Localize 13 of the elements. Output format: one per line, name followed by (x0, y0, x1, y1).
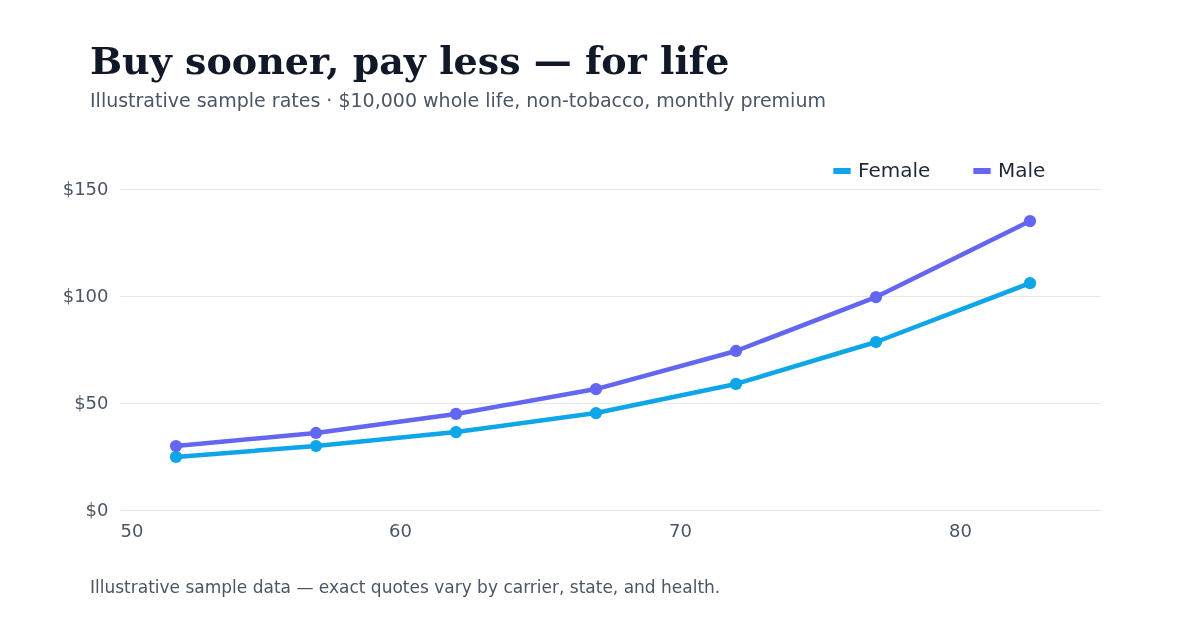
x-tick-label: 80 (949, 519, 972, 541)
y-tick-label: $150 (62, 177, 109, 199)
x-tick-label: 60 (389, 519, 412, 541)
chart-title: Buy sooner, pay less — for life (90, 38, 730, 83)
text: Illustrative sample data — exact quotes vary by carrier, state, and health. (90, 577, 721, 597)
x-tick-label: 50 (120, 519, 144, 541)
chart-subtitle: Illustrative sample rates · $10,000 whole life, non-tobacco, monthly premium (90, 89, 826, 111)
legend-label: Male (998, 158, 1046, 182)
y-tick-label: $50 (74, 391, 109, 413)
x-tick-label: 70 (669, 519, 692, 541)
y-tick-label: $0 (85, 498, 109, 520)
y-tick-label: $100 (62, 284, 109, 306)
legend-label: Female (858, 158, 931, 182)
